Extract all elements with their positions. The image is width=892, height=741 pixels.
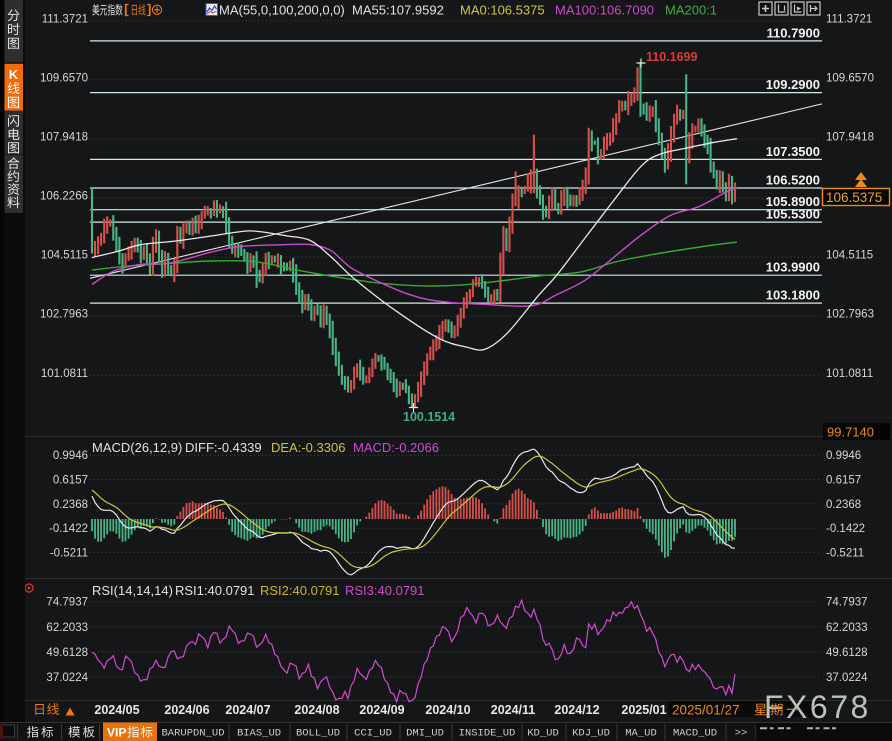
svg-text:-0.5211: -0.5211 xyxy=(50,547,88,559)
svg-text:MACD(26,12,9): MACD(26,12,9) xyxy=(92,440,182,455)
svg-text:MACD_UD: MACD_UD xyxy=(673,728,717,740)
svg-text:107.3500: 107.3500 xyxy=(766,144,820,159)
svg-text:KD_UD: KD_UD xyxy=(527,728,559,740)
svg-text:109.2900: 109.2900 xyxy=(766,77,820,92)
svg-text:-0.1422: -0.1422 xyxy=(49,523,88,535)
svg-text:103.9900: 103.9900 xyxy=(766,260,820,275)
svg-text:0.9946: 0.9946 xyxy=(826,450,861,462)
svg-text:107.9418: 107.9418 xyxy=(40,132,88,144)
svg-text:104.5115: 104.5115 xyxy=(826,250,873,262)
svg-text:0.6157: 0.6157 xyxy=(826,475,861,487)
svg-text:2024/12: 2024/12 xyxy=(554,703,599,717)
svg-text:-0.5211: -0.5211 xyxy=(826,547,864,559)
svg-text:102.7963: 102.7963 xyxy=(40,309,88,321)
svg-text:0.9946: 0.9946 xyxy=(53,450,88,462)
svg-text:MA(55,0,100,200,0,0): MA(55,0,100,200,0,0) xyxy=(219,3,345,18)
svg-text:MA_UD: MA_UD xyxy=(625,728,657,740)
svg-text:2025/01/27: 2025/01/27 xyxy=(672,703,740,718)
svg-text:62.2033: 62.2033 xyxy=(826,622,868,634)
svg-text:62.2033: 62.2033 xyxy=(46,622,88,634)
svg-text:109.6570: 109.6570 xyxy=(40,72,88,84)
svg-text:2024/10: 2024/10 xyxy=(425,703,470,717)
svg-text:106.2266: 106.2266 xyxy=(40,191,88,203)
svg-text:101.0811: 101.0811 xyxy=(826,368,873,380)
svg-text:111.3721: 111.3721 xyxy=(826,13,872,25)
svg-text:49.6128: 49.6128 xyxy=(826,647,868,659)
svg-text:DMI_UD: DMI_UD xyxy=(406,728,444,740)
svg-text:MA100:106.7090: MA100:106.7090 xyxy=(555,3,654,18)
svg-text:BIAS_UD: BIAS_UD xyxy=(237,728,281,740)
svg-text:K: K xyxy=(9,67,19,82)
svg-text:2024/08: 2024/08 xyxy=(294,703,339,717)
svg-text:RSI2:40.0791: RSI2:40.0791 xyxy=(260,583,340,598)
svg-text:107.9418: 107.9418 xyxy=(826,132,874,144)
svg-text:106.5375: 106.5375 xyxy=(826,190,882,205)
svg-text:KDJ_UD: KDJ_UD xyxy=(572,728,610,740)
svg-text:MA55:107.9592: MA55:107.9592 xyxy=(352,3,444,18)
svg-text:DIFF:-0.4339: DIFF:-0.4339 xyxy=(185,440,262,455)
svg-text:111.3721: 111.3721 xyxy=(42,13,88,25)
svg-text:0.2368: 0.2368 xyxy=(53,499,88,511)
svg-text:>>: >> xyxy=(735,728,748,740)
svg-text:2024/06: 2024/06 xyxy=(164,703,209,717)
svg-text:BOLL_UD: BOLL_UD xyxy=(296,728,340,740)
svg-text:110.1699: 110.1699 xyxy=(646,50,697,64)
svg-text:106.5200: 106.5200 xyxy=(766,173,820,188)
svg-text:DEA:-0.3306: DEA:-0.3306 xyxy=(271,440,345,455)
svg-text:105.8900: 105.8900 xyxy=(766,194,820,209)
svg-text:MA0:106.5375: MA0:106.5375 xyxy=(460,3,545,18)
svg-text:2025/01: 2025/01 xyxy=(621,703,666,717)
svg-text:RSI1:40.0791: RSI1:40.0791 xyxy=(175,583,255,598)
svg-text:MACD:-0.2066: MACD:-0.2066 xyxy=(353,440,439,455)
svg-text:110.7900: 110.7900 xyxy=(766,25,820,40)
svg-text:0.6157: 0.6157 xyxy=(53,475,88,487)
svg-text:109.6570: 109.6570 xyxy=(826,72,874,84)
svg-text:2024/07: 2024/07 xyxy=(225,703,270,717)
svg-text:RSI3:40.0791: RSI3:40.0791 xyxy=(345,583,425,598)
svg-text:2024/09: 2024/09 xyxy=(359,703,404,717)
svg-text:37.0224: 37.0224 xyxy=(46,672,88,684)
svg-text:INSIDE_UD: INSIDE_UD xyxy=(459,728,516,740)
svg-text:2024/05: 2024/05 xyxy=(94,703,139,717)
svg-text:104.5115: 104.5115 xyxy=(41,250,88,262)
svg-text:49.6128: 49.6128 xyxy=(46,647,88,659)
svg-text:74.7937: 74.7937 xyxy=(46,597,88,609)
svg-text:0.2368: 0.2368 xyxy=(826,499,861,511)
svg-text:BARUPDN_UD: BARUPDN_UD xyxy=(161,728,224,740)
svg-text:-0.1422: -0.1422 xyxy=(826,523,865,535)
svg-text:2024/11: 2024/11 xyxy=(491,703,536,717)
svg-text:CCI_UD: CCI_UD xyxy=(354,728,392,740)
svg-text:MA200:1: MA200:1 xyxy=(665,3,717,18)
svg-text:37.0224: 37.0224 xyxy=(826,672,868,684)
svg-text:101.0811: 101.0811 xyxy=(41,368,88,380)
svg-text:100.1514: 100.1514 xyxy=(403,410,455,424)
svg-text:VIP: VIP xyxy=(107,726,126,740)
svg-text:102.7963: 102.7963 xyxy=(826,309,874,321)
svg-text:74.7937: 74.7937 xyxy=(826,597,868,609)
svg-text:RSI(14,14,14): RSI(14,14,14) xyxy=(92,583,173,598)
svg-text:99.7140: 99.7140 xyxy=(827,425,874,440)
svg-text:105.5300: 105.5300 xyxy=(766,207,820,222)
svg-text:103.1800: 103.1800 xyxy=(766,288,820,303)
